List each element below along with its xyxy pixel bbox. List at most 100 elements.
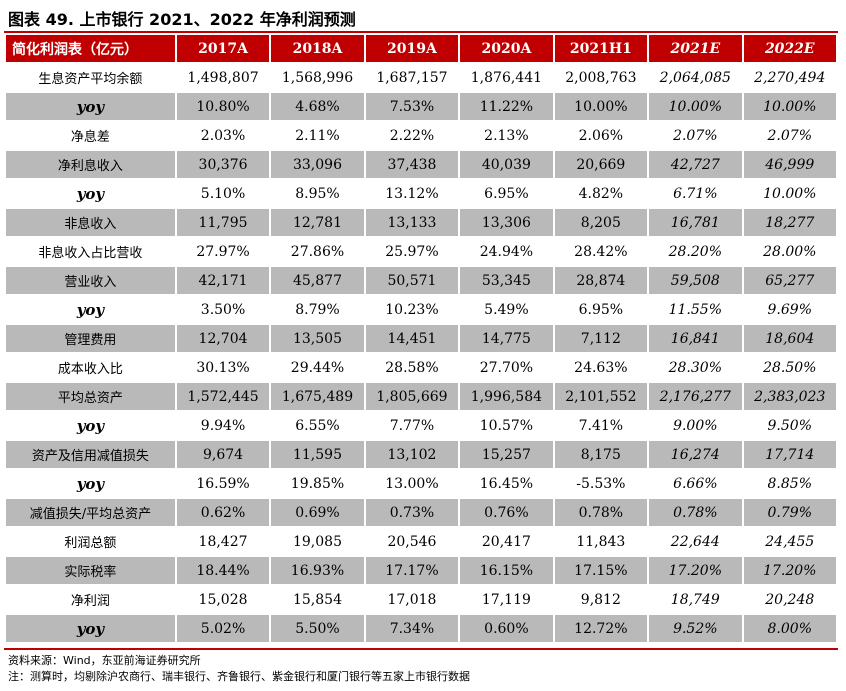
row-label: 平均总资产 [6, 383, 177, 410]
table-cell: 14,451 [365, 325, 461, 352]
table-cell: 11.22% [460, 93, 555, 120]
table-cell: 16.59% [176, 470, 272, 497]
table-cell: 6.95% [554, 296, 650, 323]
table-cell: 17.17% [365, 557, 461, 584]
table-row: 平均总资产 1,572,445 1,675,489 1,805,669 1,996,58… [6, 383, 838, 410]
table-cell: 10.00% [554, 93, 650, 120]
table-cell: 8,205 [554, 209, 650, 236]
table-cell: 1,876,441 [460, 64, 555, 91]
table-cell: 0.78% [554, 499, 650, 526]
table-cell: 28.00% [743, 238, 838, 265]
source-note: 资料来源：Wind，东亚前海证券研究所 [8, 654, 201, 667]
table-cell: 9.50% [743, 412, 838, 439]
table-cell: 2,008,763 [554, 64, 650, 91]
header-2018a: 2018A [271, 35, 366, 62]
table-cell: 28.20% [649, 238, 744, 265]
table-cell: 11,843 [554, 528, 650, 555]
table-cell: 0.60% [460, 615, 555, 642]
table-row: 非息收入占比营收 27.97% 27.86% 25.97% 24.94% 28.42% 28… [6, 238, 838, 265]
table-cell: 6.71% [649, 180, 744, 207]
table-cell: 7.41% [554, 412, 650, 439]
table-cell: 13,505 [271, 325, 366, 352]
table-cell: 2,064,085 [649, 64, 744, 91]
row-label: 资产及信用减值损失 [6, 441, 177, 468]
table-cell: 42,171 [176, 267, 272, 294]
table-cell: 3.50% [176, 296, 272, 323]
row-label: 减值损失/平均总资产 [6, 499, 177, 526]
header-2017a: 2017A [176, 35, 272, 62]
row-label: 非息收入占比营收 [6, 238, 177, 265]
table-header-row: 简化利润表（亿元） 2017A 2018A 2019A 2020A 2021H1… [6, 35, 838, 62]
table-cell: 27.70% [460, 354, 555, 381]
table-cell: 17.20% [649, 557, 744, 584]
table-cell: 45,877 [271, 267, 366, 294]
row-label: yoy [6, 470, 177, 497]
table-cell: 18,749 [649, 586, 744, 613]
table-row: yoy 16.59% 19.85% 13.00% 16.45% -5.53% 6.66% 8.… [6, 470, 838, 497]
table-row: 净息差 2.03% 2.11% 2.22% 2.13% 2.06% 2.07% 2.07% [6, 122, 838, 149]
table-cell: 16.45% [460, 470, 555, 497]
figure-title: 图表 49. 上市银行 2021、2022 年净利润预测 [8, 10, 356, 29]
row-label: yoy [6, 296, 177, 323]
table-cell: 10.80% [176, 93, 272, 120]
table-cell: 17,714 [743, 441, 838, 468]
table-cell: 28.58% [365, 354, 461, 381]
table-cell: 13,133 [365, 209, 461, 236]
table-cell: 2.22% [365, 122, 461, 149]
table-cell: 19.85% [271, 470, 366, 497]
row-label: 成本收入比 [6, 354, 177, 381]
row-label: 营业收入 [6, 267, 177, 294]
table-cell: 2.07% [743, 122, 838, 149]
table-cell: 15,028 [176, 586, 272, 613]
table-cell: 0.69% [271, 499, 366, 526]
table-cell: 8.79% [271, 296, 366, 323]
table-cell: 0.79% [743, 499, 838, 526]
table-cell: 5.10% [176, 180, 272, 207]
table-cell: 59,508 [649, 267, 744, 294]
table-cell: 8.95% [271, 180, 366, 207]
table-cell: 28.30% [649, 354, 744, 381]
table-cell: 10.00% [743, 180, 838, 207]
table-cell: 18,604 [743, 325, 838, 352]
table-cell: 1,572,445 [176, 383, 272, 410]
table-cell: 40,039 [460, 151, 555, 178]
table-cell: 13,306 [460, 209, 555, 236]
table-cell: 20,417 [460, 528, 555, 555]
table-cell: 5.02% [176, 615, 272, 642]
table-cell: 25.97% [365, 238, 461, 265]
table-row: 净利息收入 30,376 33,096 37,438 40,039 20,669 42,72… [6, 151, 838, 178]
table-cell: 18,427 [176, 528, 272, 555]
row-label: yoy [6, 93, 177, 120]
table-row: 实际税率 18.44% 16.93% 17.17% 16.15% 17.15% 17.20%… [6, 557, 838, 584]
title-divider [4, 31, 838, 33]
table-cell: 2.06% [554, 122, 650, 149]
table-cell: 0.78% [649, 499, 744, 526]
bottom-divider [4, 648, 838, 650]
table-cell: 28.42% [554, 238, 650, 265]
table-cell: 17,119 [460, 586, 555, 613]
table-cell: 10.23% [365, 296, 461, 323]
table-cell: 27.86% [271, 238, 366, 265]
table-cell: 7.53% [365, 93, 461, 120]
table-cell: 7.77% [365, 412, 461, 439]
table-cell: 1,805,669 [365, 383, 461, 410]
table-cell: 20,669 [554, 151, 650, 178]
table-cell: 9.94% [176, 412, 272, 439]
header-2021h1: 2021H1 [554, 35, 650, 62]
table-cell: 9.69% [743, 296, 838, 323]
table-cell: 15,854 [271, 586, 366, 613]
table-cell: 16,274 [649, 441, 744, 468]
table-cell: 22,644 [649, 528, 744, 555]
table-cell: 1,498,807 [176, 64, 272, 91]
table-cell: 1,568,996 [271, 64, 366, 91]
table-cell: 8,175 [554, 441, 650, 468]
table-cell: 18.44% [176, 557, 272, 584]
table-cell: 4.82% [554, 180, 650, 207]
header-2019a: 2019A [365, 35, 461, 62]
table-cell: 8.00% [743, 615, 838, 642]
table-row: yoy 3.50% 8.79% 10.23% 5.49% 6.95% 11.55% 9.69% [6, 296, 838, 323]
table-cell: 8.85% [743, 470, 838, 497]
row-label: yoy [6, 180, 177, 207]
table-cell: 2,101,552 [554, 383, 650, 410]
table-cell: 5.50% [271, 615, 366, 642]
